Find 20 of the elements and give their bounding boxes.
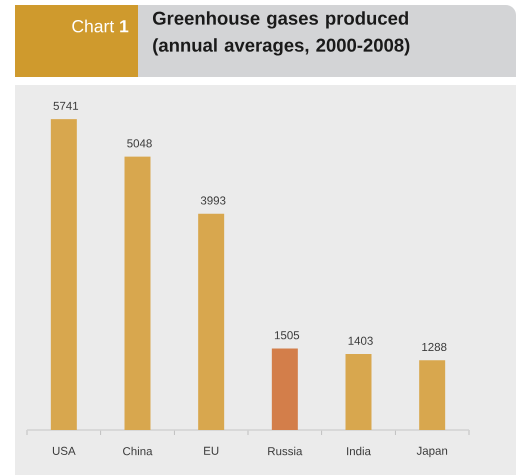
x-tick-label: Japan	[416, 446, 448, 458]
text: Chart 1	[72, 20, 128, 32]
x-tick-label: Russia	[268, 446, 302, 456]
data-label: 5048	[127, 139, 152, 148]
chart-title: Greenhouse gases produced (annual averages, 2000-2008)	[152, 11, 410, 56]
data-label: 3993	[200, 196, 226, 205]
bar	[346, 354, 372, 430]
bar	[272, 348, 298, 430]
bar	[198, 214, 224, 430]
data-label: 1288	[422, 342, 446, 352]
x-tick-label: China	[123, 446, 153, 456]
bar	[124, 156, 150, 430]
bar	[419, 360, 446, 430]
x-tick-label: India	[347, 446, 371, 456]
data-label: 5741	[54, 102, 78, 110]
x-tick-label: EU	[204, 446, 218, 455]
x-tick-label: USA	[52, 446, 76, 455]
data-label: 1505	[274, 331, 300, 340]
data-label: 1403	[348, 336, 373, 345]
bar	[50, 119, 77, 430]
